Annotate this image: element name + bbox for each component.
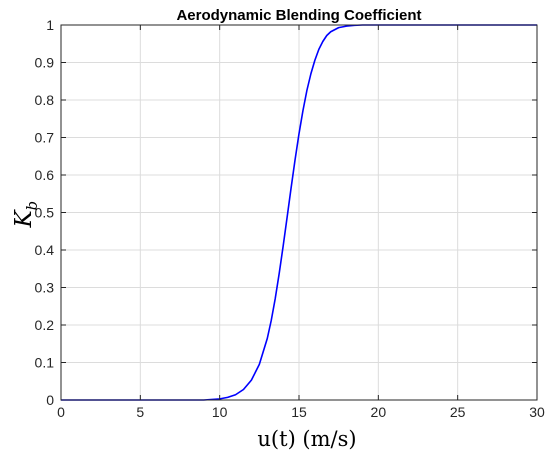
- x-tick-label: 5: [136, 404, 144, 420]
- y-tick-label: 0.6: [35, 167, 55, 183]
- y-tick-label: 0.1: [35, 355, 55, 371]
- y-axis-label-main: K: [11, 209, 37, 229]
- y-tick-label: 1: [46, 17, 54, 33]
- x-axis-label: u(t) (m/s): [257, 427, 356, 451]
- y-tick-label: 0: [46, 392, 54, 408]
- x-tick-label: 30: [529, 404, 545, 420]
- x-tick-label: 25: [450, 404, 466, 420]
- y-tick-label: 0.7: [35, 130, 55, 146]
- y-tick-label: 0.4: [35, 242, 55, 258]
- y-tick-label: 0.2: [35, 317, 55, 333]
- x-tick-label: 10: [212, 404, 228, 420]
- x-tick-label: 0: [57, 404, 65, 420]
- x-tick-label: 15: [291, 404, 307, 420]
- y-tick-label: 0.5: [35, 205, 55, 221]
- y-tick-label: 0.3: [35, 280, 55, 296]
- series-layer: [61, 24, 537, 401]
- tick-marks: [60, 24, 538, 401]
- series-line: [61, 24, 537, 401]
- tick-labels: 0 5 10 15 20 25 30 0 0.1 0.2 0.3 0.4 0.5 0.6 0.7 0.8 0.9…: [35, 17, 545, 420]
- chart-title: Aerodynamic Blending Coefficient: [176, 7, 421, 24]
- x-tick-label: 20: [371, 404, 387, 420]
- y-axis-label-subscript: b: [23, 201, 41, 211]
- y-tick-label: 0.8: [35, 92, 55, 108]
- y-tick-label: 0.9: [35, 55, 55, 71]
- y-axis-label: K b: [11, 201, 41, 229]
